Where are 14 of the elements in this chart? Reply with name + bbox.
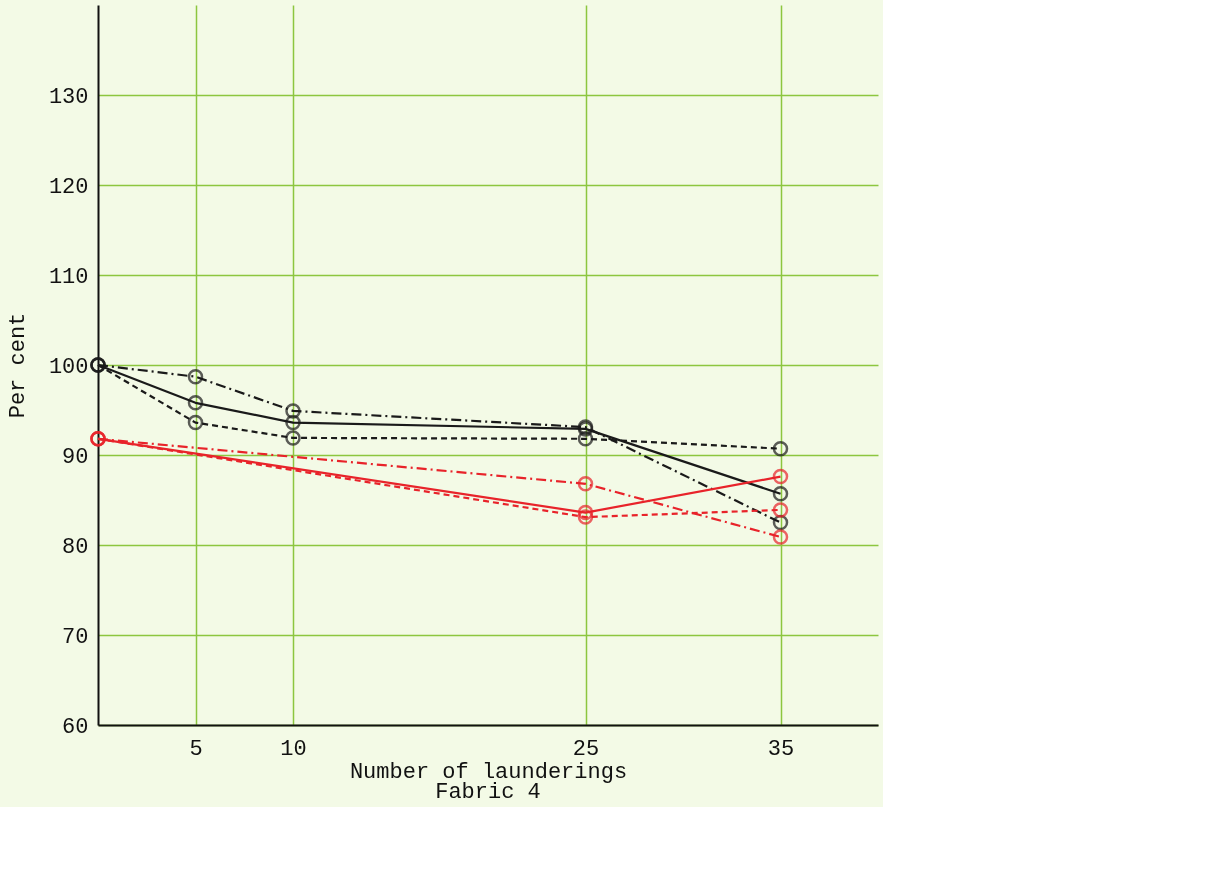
y-axis-title: Per cent [5,312,31,419]
y-tick-label: 110 [48,264,89,290]
y-tick-label: 100 [48,354,89,380]
x-tick-label: 35 [767,736,795,762]
x-tick-label: 25 [572,736,600,762]
y-tick-label: 80 [62,534,89,560]
x-tick-label: 10 [280,736,307,762]
y-tick-label: 60 [62,714,89,740]
x-tick-label: 5 [189,736,203,762]
y-tick-label: 90 [62,444,89,470]
y-tick-label: 120 [48,174,89,200]
text: Fabric 4 [435,780,541,805]
y-tick-label: 70 [62,624,89,650]
y-tick-label: 130 [48,84,89,110]
